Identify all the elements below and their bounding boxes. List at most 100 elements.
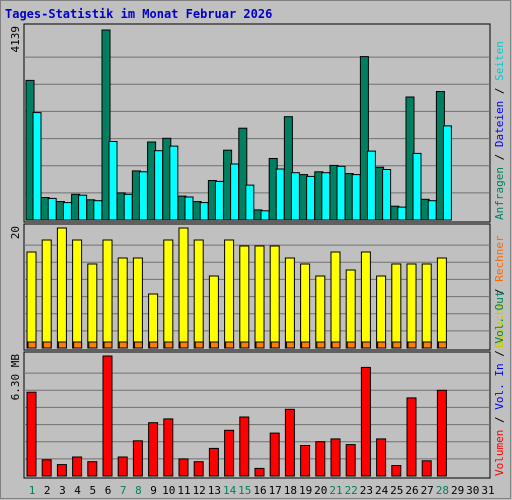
bar-volumen-day-9 <box>148 422 159 477</box>
bar-dateien-day-27 <box>427 200 437 221</box>
bar-dateien-day-17 <box>275 168 285 221</box>
bar-dateien-day-14 <box>230 163 240 221</box>
bar-rechner-day-19 <box>301 341 311 349</box>
bar-dateien-day-24 <box>382 169 392 221</box>
side-legends: Anfragen / Dateien / Seiten Besuche / Rec… <box>493 41 506 476</box>
day-label-24: 24 <box>375 484 389 497</box>
bar-besuche-day-19 <box>300 263 311 349</box>
bar-rechner-day-26 <box>407 341 417 349</box>
day-label-25: 25 <box>390 484 403 497</box>
bar-volumen-day-15 <box>239 416 250 477</box>
bar-besuche-day-23 <box>360 251 371 349</box>
bar-besuche-day-8 <box>132 257 143 349</box>
bar-rechner-day-25 <box>392 341 402 349</box>
bar-volumen-day-17 <box>269 432 280 477</box>
day-label-22: 22 <box>345 484 358 497</box>
day-label-19: 19 <box>299 484 312 497</box>
bar-volumen-day-2 <box>41 459 52 477</box>
bar-volumen-day-28 <box>436 389 447 477</box>
day-label-23: 23 <box>360 484 373 497</box>
day-label-17: 17 <box>269 484 282 497</box>
bar-besuche-day-9 <box>148 293 159 349</box>
panel-2: 20 <box>9 223 491 351</box>
day-label-9: 9 <box>150 484 157 497</box>
bar-dateien-day-21 <box>336 165 346 221</box>
bar-volumen-day-20 <box>315 441 326 477</box>
bar-volumen-day-3 <box>56 464 67 477</box>
legend-separator: / <box>493 81 506 101</box>
bar-besuche-day-11 <box>178 227 189 349</box>
bar-dateien-day-8 <box>138 171 148 221</box>
legend-separator: / <box>493 344 506 364</box>
day-label-6: 6 <box>105 484 112 497</box>
bar-volumen-day-10 <box>163 418 174 477</box>
bar-rechner-day-5 <box>88 341 98 349</box>
bar-besuche-day-21 <box>330 251 341 349</box>
bar-dateien-day-28 <box>442 125 452 221</box>
bar-rechner-day-11 <box>179 341 189 349</box>
bar-besuche-day-26 <box>406 263 417 349</box>
bar-besuche-day-27 <box>421 263 432 349</box>
day-label-30: 30 <box>466 484 479 497</box>
bar-rechner-day-7 <box>118 341 128 349</box>
bar-dateien-day-15 <box>245 184 255 221</box>
bar-dateien-day-10 <box>169 145 179 221</box>
day-label-18: 18 <box>284 484 297 497</box>
day-label-10: 10 <box>162 484 175 497</box>
legend-separator: / <box>493 147 506 167</box>
day-axis: 1 2 3 4 5 6 7 8 9 10 11 12 13 14 15 16 17 18 19 20 21 22 23 24 2… <box>29 484 495 497</box>
bar-rechner-day-2 <box>42 341 52 349</box>
bar-dateien-day-4 <box>78 194 88 221</box>
bar-dateien-day-9 <box>154 150 164 221</box>
bar-besuche-day-15 <box>239 245 250 349</box>
bar-rechner-day-6 <box>103 341 113 349</box>
bar-besuche-day-6 <box>102 239 113 349</box>
bar-rechner-day-22 <box>346 341 356 349</box>
panel-3: 6.30 MB <box>9 351 491 479</box>
bar-besuche-day-7 <box>117 257 128 349</box>
bar-besuche-day-10 <box>163 239 174 349</box>
bar-besuche-day-28 <box>436 257 447 349</box>
bar-anfragen-day-23 <box>359 56 369 221</box>
side-legend-top: Anfragen / Dateien / Seiten <box>493 41 506 220</box>
bar-volumen-day-25 <box>391 465 402 477</box>
bar-anfragen-day-6 <box>101 29 111 221</box>
bar-besuche-day-1 <box>26 251 37 349</box>
bar-volumen-day-8 <box>132 440 143 477</box>
chart-title: Tages-Statistik im Monat Februar 2026 <box>5 7 272 21</box>
bar-volumen-day-22 <box>345 444 356 477</box>
legend-vol-in: Vol. In <box>493 363 506 409</box>
bar-rechner-day-1 <box>27 341 37 349</box>
bar-rechner-day-8 <box>133 341 143 349</box>
bar-volumen-day-7 <box>117 456 128 477</box>
day-label-21: 21 <box>329 484 342 497</box>
bar-dateien-day-18 <box>290 172 300 221</box>
bar-volumen-day-13 <box>208 447 219 477</box>
bar-rechner-day-10 <box>164 341 174 349</box>
bar-volumen-day-6 <box>102 355 113 477</box>
legend-seiten: Seiten <box>493 41 506 81</box>
day-label-12: 12 <box>193 484 206 497</box>
day-label-29: 29 <box>451 484 464 497</box>
bar-dateien-day-7 <box>123 193 133 221</box>
legend-separator: / <box>493 282 506 302</box>
day-label-13: 13 <box>208 484 221 497</box>
bar-dateien-day-26 <box>412 152 422 221</box>
legend-separator: / <box>493 410 506 430</box>
day-label-31: 31 <box>481 484 494 497</box>
bar-volumen-day-1 <box>26 391 37 477</box>
bar-volumen-day-4 <box>72 456 83 477</box>
bar-rechner-day-17 <box>270 341 280 349</box>
bar-volumen-day-23 <box>360 366 371 477</box>
bar-volumen-day-24 <box>376 438 387 477</box>
bar-besuche-day-16 <box>254 245 265 349</box>
bar-dateien-day-19 <box>306 175 316 221</box>
bar-besuche-day-4 <box>72 239 83 349</box>
day-label-14: 14 <box>223 484 237 497</box>
day-label-20: 20 <box>314 484 327 497</box>
bar-dateien-day-13 <box>214 180 224 221</box>
bar-besuche-day-24 <box>376 275 387 349</box>
bar-besuche-day-20 <box>315 275 326 349</box>
bar-besuche-day-12 <box>193 239 204 349</box>
